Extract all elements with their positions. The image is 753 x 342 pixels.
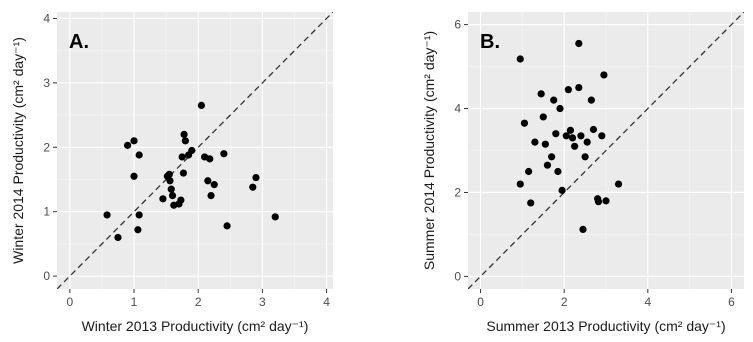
data-point (527, 199, 535, 207)
y-tick-label: 6 (454, 18, 461, 32)
data-point (568, 134, 577, 142)
data-point (188, 146, 196, 155)
x-tick-label: 2 (561, 295, 568, 309)
data-point (197, 101, 206, 110)
y-tick-label: 4 (43, 11, 50, 25)
data-point (579, 225, 587, 234)
data-point (165, 170, 173, 178)
x-tick-label: 3 (259, 295, 266, 309)
data-point (271, 213, 279, 221)
data-point (552, 130, 560, 138)
x-tick-label: 4 (323, 295, 330, 309)
data-point (583, 138, 591, 146)
y-axis-title: Summer 2014 Productivity (cm² day⁻¹) (421, 31, 437, 270)
data-point (206, 155, 214, 163)
data-point (135, 211, 143, 219)
data-point (558, 186, 566, 194)
data-point (252, 173, 260, 182)
y-axis-title: Winter 2014 Productivity (cm² day⁻¹) (10, 37, 26, 264)
data-point (543, 161, 552, 169)
y-tick-label: 0 (454, 269, 461, 283)
data-point (594, 198, 603, 206)
x-axis-title: Summer 2013 Productivity (cm² day⁻¹) (486, 318, 725, 334)
data-point (602, 197, 610, 205)
y-tick-label: 2 (454, 185, 461, 199)
data-point (550, 96, 558, 104)
x-tick-label: 6 (728, 295, 735, 309)
data-point (556, 104, 564, 113)
data-point (525, 167, 533, 176)
y-tick-label: 2 (43, 140, 50, 154)
data-point (562, 132, 570, 140)
data-point (103, 211, 111, 219)
x-tick-label: 0 (66, 295, 73, 309)
data-point (168, 191, 177, 200)
data-point (520, 119, 529, 127)
panel-label: A. (69, 31, 89, 53)
data-point (223, 222, 231, 230)
data-point (210, 181, 218, 189)
data-point (571, 142, 579, 150)
x-tick-label: 0 (477, 295, 484, 309)
data-point (541, 140, 549, 148)
data-point (249, 183, 257, 191)
data-point (516, 55, 524, 63)
data-point (587, 96, 595, 104)
data-point (554, 167, 562, 176)
data-point (179, 169, 188, 177)
data-point (177, 196, 185, 204)
data-point (220, 150, 228, 158)
panel-a: 0 1 2 3 4 0 1 2 3 4 A. Winter 2013 Productivity (cm… (10, 11, 333, 334)
identity-reference-line (468, 12, 744, 289)
data-point (180, 130, 188, 138)
y-tick-label: 4 (454, 102, 461, 116)
data-point (166, 177, 174, 185)
data-point (167, 185, 175, 193)
data-point (124, 141, 132, 149)
data-point (581, 153, 589, 161)
panel-label: B. (480, 31, 500, 53)
data-point (614, 180, 623, 188)
data-point (130, 137, 138, 145)
x-tick-label: 1 (131, 295, 138, 309)
data-point (114, 233, 122, 242)
data-point (577, 132, 585, 140)
x-tick-label: 2 (195, 295, 202, 309)
data-point (134, 226, 142, 234)
x-axis-title: Winter 2013 Productivity (cm² day⁻¹) (82, 318, 309, 334)
y-tick-label: 1 (43, 205, 50, 219)
data-point (575, 83, 583, 92)
data-point (575, 39, 583, 48)
data-point (531, 138, 539, 146)
data-point (600, 71, 608, 79)
data-point (207, 191, 215, 200)
y-tick-label: 3 (43, 76, 50, 90)
data-point (130, 172, 138, 180)
data-point (589, 125, 598, 134)
panel-b: 0 2 4 6 0 2 4 6 B. Summer 2013 Productivity (cm² … (421, 12, 744, 334)
data-point (516, 180, 524, 188)
data-point (204, 177, 212, 185)
data-point (181, 137, 189, 145)
data-point (548, 153, 556, 161)
x-tick-label: 4 (644, 295, 651, 309)
data-point (598, 132, 606, 140)
data-point (159, 195, 167, 203)
data-point (178, 153, 186, 161)
y-tick-label: 0 (43, 269, 50, 283)
data-point (564, 86, 572, 94)
data-point (539, 113, 547, 121)
data-point (135, 151, 143, 159)
data-point (566, 126, 575, 134)
data-point (537, 90, 545, 98)
